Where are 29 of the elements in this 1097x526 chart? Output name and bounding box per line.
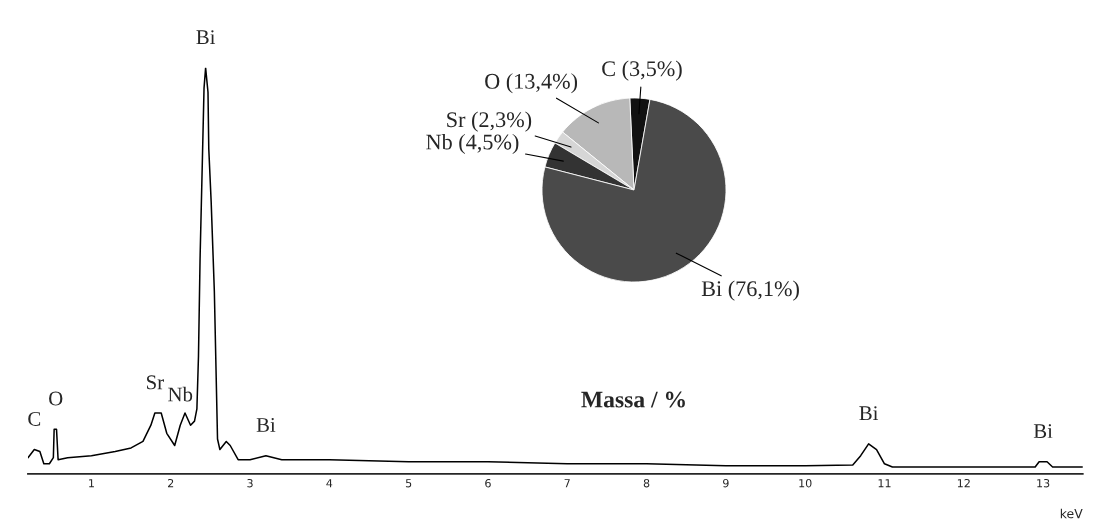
x-tick-label: 13 (1037, 478, 1050, 488)
slice-label: Nb (4,5%) (426, 133, 519, 155)
annotation: Sr (146, 375, 164, 390)
pie-slice (541, 98, 727, 283)
slice-label: Sr (2,3%) (447, 111, 532, 132)
x-tick-label: 8 (643, 478, 650, 488)
annotation: O (49, 391, 63, 406)
x-tick-label: 9 (723, 478, 729, 488)
annotation: C (28, 411, 41, 426)
text: Massa / % (581, 391, 685, 408)
x-tick-label: 5 (405, 479, 412, 488)
x-tick-label: 1 (89, 479, 94, 488)
x-tick-label: 6 (485, 478, 491, 488)
annotation: Bi (859, 406, 879, 421)
annotation: Bi (196, 30, 216, 45)
slice-label: Bi (76,1%) (701, 280, 799, 301)
x-tick-label: 12 (957, 478, 970, 488)
x-tick-label: 3 (247, 478, 253, 488)
x-tick-label: 11 (878, 479, 891, 488)
x-tick-label: 10 (799, 478, 812, 488)
x-axis-title: keV (1060, 508, 1083, 519)
x-tick-label: 4 (326, 479, 333, 488)
annotation: Nb (168, 386, 193, 402)
slice-label: C (3,5%) (602, 60, 682, 81)
annotation: Bi (256, 417, 276, 432)
slice-label: O (13,4%) (485, 73, 578, 94)
x-tick-label: 7 (564, 479, 570, 488)
annotation: Bi (1033, 424, 1053, 438)
x-tick-label: 2 (168, 478, 174, 488)
